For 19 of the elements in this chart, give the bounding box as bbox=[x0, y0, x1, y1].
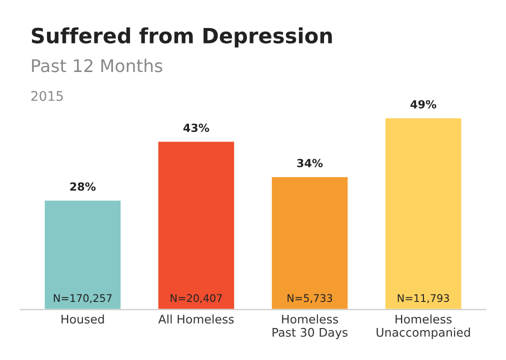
chart-title: Suffered from Depression bbox=[32, 27, 332, 48]
bar bbox=[384, 116, 463, 310]
bar bbox=[270, 176, 350, 310]
text: 2015 bbox=[31, 91, 63, 101]
annotation: N=170,257 bbox=[54, 294, 112, 304]
annotation: N=5,733 bbox=[288, 294, 332, 304]
bar bbox=[43, 199, 122, 310]
x-tick-label: Homeless Past 30 Days bbox=[272, 314, 348, 340]
data-label: 28% bbox=[70, 182, 96, 191]
annotation: N=11,793 bbox=[398, 294, 449, 304]
x-tick-label: Homeless Unaccompanied bbox=[376, 314, 470, 340]
bar bbox=[156, 140, 236, 310]
chart-subtitle: Past 12 Months bbox=[32, 58, 162, 72]
data-label: 43% bbox=[183, 124, 210, 132]
data-label: 49% bbox=[410, 100, 436, 109]
x-tick-label: All Homeless bbox=[158, 314, 234, 324]
annotation: N=20,407 bbox=[170, 294, 222, 304]
data-label: 34% bbox=[297, 158, 323, 168]
x-tick-label: Housed bbox=[62, 314, 104, 324]
